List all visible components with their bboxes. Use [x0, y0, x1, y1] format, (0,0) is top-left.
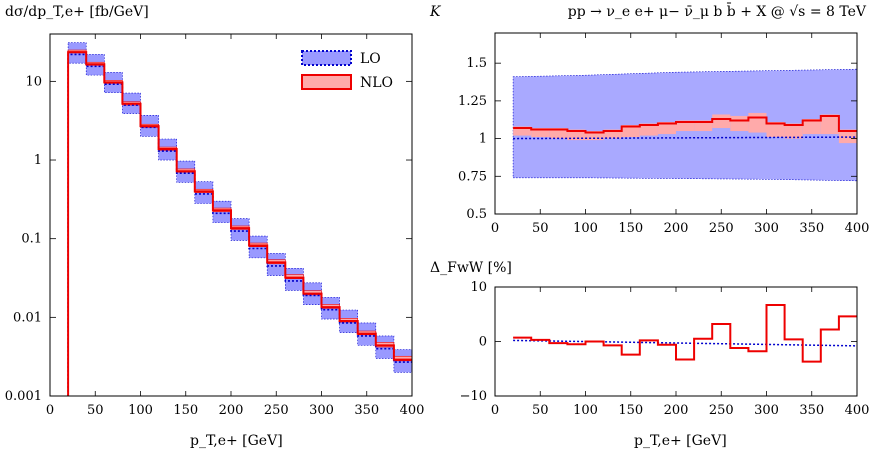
k-ytick-label: 1.5: [466, 56, 487, 71]
k-band-layer: [512, 68, 858, 182]
nlo-k-band-bin: [549, 128, 568, 139]
legend-nlo-swatch: [301, 74, 352, 90]
main-ytick-label: 0.001: [5, 389, 42, 404]
delta-xtick-label: 100: [573, 403, 598, 418]
k-ytick-label: 0.75: [458, 169, 487, 184]
k-xtick-label: 50: [532, 221, 549, 236]
nlo-k-band-bin: [694, 120, 713, 132]
k-xtick-label: 200: [664, 221, 689, 236]
main-distribution-panel: 0 50 100 150 200 250 300 350 4000.0010.010.1110 …: [5, 4, 425, 449]
k-xtick-label: 150: [618, 221, 643, 236]
lo-reference-line: [513, 136, 858, 140]
k-ticks: 0 50 100 150 200 250 300 350 400 0.5 0.75 1 1.25 1.5: [458, 33, 869, 236]
delta-ylabel: Δ_FwW [%]: [430, 260, 512, 276]
nlo-k-line: [513, 114, 857, 134]
main-ytick-label: 10: [25, 74, 42, 89]
main-xtick-label: 200: [219, 403, 244, 418]
nlo-k-band-bin: [712, 114, 731, 129]
nlo-k-band-bin: [531, 128, 550, 138]
main-ytick-label: 0.1: [21, 232, 42, 247]
k-line-layer: [513, 114, 858, 140]
main-xtick-label: 0: [46, 403, 54, 418]
delta-xtick-label: 200: [664, 403, 689, 418]
main-xtick-label: 400: [400, 403, 425, 418]
main-xtick-label: 300: [309, 403, 334, 418]
delta-panel: 0 50 100 150 200 250 300 350 400 −10 0 10 Δ_FwW [%]…: [430, 260, 869, 449]
delta-xtick-label: 300: [754, 403, 779, 418]
delta-xtick-label: 250: [709, 403, 734, 418]
main-title: dσ/dp_T,e+ [fb/GeV]: [5, 4, 149, 20]
nlo-k-band-bin: [567, 129, 586, 141]
k-xtick-label: 400: [845, 221, 870, 236]
delta-line-layer: [513, 303, 858, 363]
lo-delta-line: [513, 339, 858, 347]
k-xtick-label: 350: [799, 221, 824, 236]
delta-ytick-label: −10: [460, 389, 487, 404]
delta-xtick-label: 350: [799, 403, 824, 418]
delta-xlabel: p_T,e+ [GeV]: [634, 433, 727, 449]
nlo-k-band-bin: [838, 129, 857, 144]
nlo-k-band-bin: [513, 126, 532, 136]
nlo-k-band-bin: [657, 121, 676, 135]
k-factor-panel: 0 50 100 150 200 250 300 350 4000.50.7511.251.5 …: [429, 2, 869, 236]
k-ytick-label: 1: [479, 132, 487, 147]
main-ticks: 0 50 100 150 200 250 300 350 400 0.001 0.01 0.1 1 10: [5, 34, 425, 418]
main-ytick-label: 0.01: [13, 310, 42, 325]
nlo-k-band-bin: [784, 123, 803, 139]
legend-lo-swatch: [301, 50, 352, 66]
nlo-k-band-bin: [585, 131, 604, 141]
nlo-k-band-bin: [766, 121, 785, 138]
k-ytick-label: 1.25: [458, 94, 487, 109]
main-line-layer: [67, 51, 412, 396]
main-xtick-label: 100: [128, 403, 153, 418]
main-ytick-label: 1: [34, 153, 42, 168]
k-ytick-label: 0.5: [466, 207, 487, 222]
process-title: pp → ν_e e+ μ− ν̄_μ b b̄ + X @ √s = 8 Te…: [568, 2, 867, 20]
main-xtick-label: 250: [264, 403, 289, 418]
lo-band-bin: [266, 253, 286, 276]
nlo-k-band-bin: [676, 120, 695, 132]
k-xtick-label: 250: [709, 221, 734, 236]
k-xtick-label: 300: [754, 221, 779, 236]
main-xtick-label: 350: [354, 403, 379, 418]
nlo-k-band-bin: [639, 123, 658, 136]
delta-xtick-label: 50: [532, 403, 549, 418]
lo-band-bin: [284, 268, 304, 291]
main-xtick-label: 150: [173, 403, 198, 418]
k-xtick-label: 100: [573, 221, 598, 236]
delta-ytick-label: 10: [470, 280, 487, 295]
main-xtick-label: 50: [87, 403, 104, 418]
nlo-k-band-bin: [748, 112, 767, 133]
main-xlabel: p_T,e+ [GeV]: [190, 433, 283, 449]
nlo-k-band-bin: [621, 125, 640, 138]
nlo-series-line: [67, 51, 412, 396]
legend-lo-label: LO: [360, 51, 381, 67]
delta-xtick-label: 150: [618, 403, 643, 418]
delta-xtick-label: 0: [491, 403, 499, 418]
nlo-k-band-bin: [730, 115, 749, 132]
main-band-layer: [67, 42, 413, 373]
k-xtick-label: 0: [491, 221, 499, 236]
delta-ticks: 0 50 100 150 200 250 300 350 400 −10 0 10: [460, 280, 870, 418]
nlo-k-band-bin: [802, 118, 821, 135]
delta-xtick-label: 400: [845, 403, 870, 418]
legend-nlo-label: NLO: [360, 75, 393, 91]
nlo-k-band-bin: [603, 129, 622, 139]
delta-ytick-label: 0: [479, 335, 487, 350]
legend: LO NLO: [301, 50, 393, 91]
nlo-k-band-bin: [820, 114, 839, 135]
k-ylabel: K: [429, 4, 442, 20]
nlo-delta-line: [513, 303, 857, 363]
